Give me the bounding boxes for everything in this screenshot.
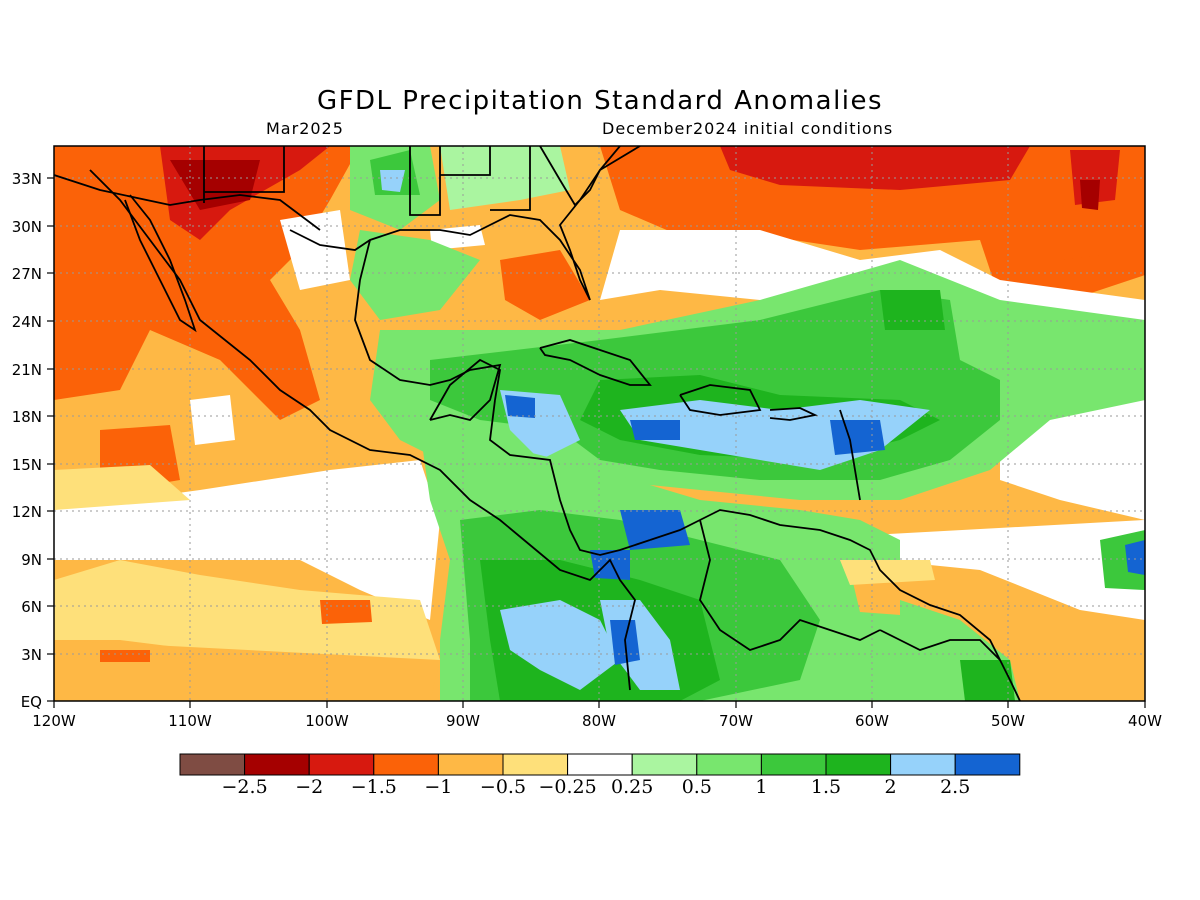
- lon-tick-label: 110W: [168, 712, 212, 730]
- colorbar-swatch: [631, 753, 698, 776]
- colorbar-swatch: [954, 753, 1021, 776]
- lon-axis: 120W 110W 100W 90W 80W 70W 60W 50W 40W: [32, 712, 1162, 730]
- lat-tick-label: 33N: [12, 170, 42, 188]
- lon-tick-label: 80W: [582, 712, 616, 730]
- lat-axis: EQ 3N 6N 9N 12N 15N 18N 21N 24N 27N 30N …: [12, 170, 42, 711]
- colorbar-labels: −2.5 −2 −1.5 −1 −0.5 −0.25 0.25 0.5 1 1.5 2 2.5: [222, 776, 971, 798]
- colorbar-label: 0.5: [682, 776, 712, 798]
- colorbar-swatch: [825, 753, 892, 776]
- colorbar-label: −1.5: [351, 776, 397, 798]
- colorbar-swatch: [373, 753, 439, 776]
- lat-tick-label: 21N: [12, 361, 42, 379]
- colorbar-swatch: [179, 753, 246, 776]
- page-title: GFDL Precipitation Standard Anomalies: [316, 86, 884, 116]
- tick-marks: [47, 177, 1146, 708]
- colorbar-swatch: [890, 753, 956, 776]
- coastlines: [54, 146, 1021, 701]
- lat-tick-label: 24N: [12, 313, 42, 331]
- colorbar-swatch: [244, 753, 310, 776]
- lon-tick-label: 40W: [1128, 712, 1162, 730]
- lat-tick-label: 9N: [21, 551, 42, 569]
- lon-tick-label: 70W: [719, 712, 753, 730]
- colorbar-swatch: [760, 753, 827, 776]
- colorbar-label: 1: [755, 776, 767, 798]
- lat-tick-label: 27N: [12, 265, 42, 283]
- lat-tick-label: 12N: [12, 503, 42, 521]
- colorbar-label: −2.5: [222, 776, 268, 798]
- lat-tick-label: 15N: [12, 456, 42, 474]
- lon-tick-label: 100W: [305, 712, 349, 730]
- colorbar-label: 2.5: [940, 776, 970, 798]
- colorbar-swatch: [567, 753, 633, 776]
- lat-tick-label: EQ: [21, 693, 42, 711]
- lon-tick-label: 120W: [32, 712, 76, 730]
- colorbar: [179, 753, 1021, 776]
- colorbar-label: −0.5: [480, 776, 526, 798]
- graticule: [54, 146, 1145, 701]
- colorbar-swatch: [502, 753, 569, 776]
- colorbar-swatch: [308, 753, 375, 776]
- lon-tick-label: 60W: [855, 712, 889, 730]
- lat-tick-label: 3N: [21, 646, 42, 664]
- forecast-month: Mar2025: [266, 119, 344, 138]
- initial-conditions: December2024 initial conditions: [602, 119, 894, 138]
- lat-tick-label: 6N: [21, 598, 42, 616]
- colorbar-label: −2: [295, 776, 323, 798]
- colorbar-label: 0.25: [611, 776, 653, 798]
- lat-tick-label: 18N: [12, 408, 42, 426]
- colorbar-swatch: [437, 753, 504, 776]
- colorbar-label: −1: [424, 776, 452, 798]
- colorbar-label: 2: [885, 776, 897, 798]
- colorbar-swatch: [696, 753, 762, 776]
- lon-tick-label: 50W: [991, 712, 1025, 730]
- lat-tick-label: 30N: [12, 218, 42, 236]
- colorbar-label: −0.25: [538, 776, 596, 798]
- lon-tick-label: 90W: [446, 712, 480, 730]
- colorbar-label: 1.5: [811, 776, 841, 798]
